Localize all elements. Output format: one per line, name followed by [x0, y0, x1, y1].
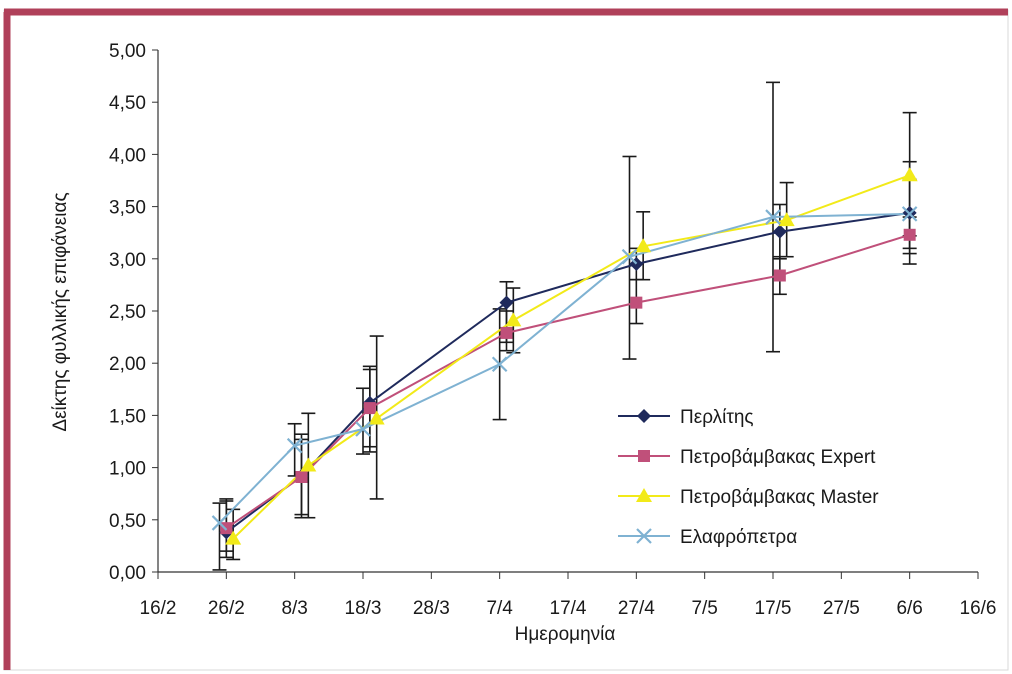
data-point — [630, 296, 643, 309]
series-line — [232, 174, 911, 540]
frame-border — [3, 8, 1009, 671]
data-point — [903, 228, 916, 241]
data-point — [286, 437, 303, 454]
data-point-stroke — [901, 206, 918, 222]
y-tick-label: 0,00 — [109, 563, 146, 584]
data-point — [220, 522, 233, 535]
legend-item: Περλίτης — [618, 407, 754, 428]
series-line — [225, 211, 910, 534]
data-point — [368, 410, 385, 425]
x-axis-ticks: 16/2 26/2 8/3 18/3 28/3 7/4 17/4 27/4 7/5 17/5 27/… — [140, 572, 997, 619]
data-point-stroke — [491, 356, 508, 373]
data-point-stroke — [765, 209, 781, 225]
y-tick-label: 2,00 — [109, 354, 146, 375]
data-point — [901, 167, 918, 182]
y-tick-label: 3,50 — [109, 198, 146, 219]
data-point — [363, 402, 376, 415]
legend-label: Πετροβάμβακας Master — [680, 487, 879, 508]
x-tick-label: 17/5 — [755, 598, 792, 619]
y-tick-label: 1,00 — [109, 459, 146, 480]
series-markers — [211, 167, 918, 545]
x-tick-label: 18/3 — [345, 598, 382, 619]
y-tick-label: 2,50 — [109, 302, 146, 323]
error-bars — [212, 81, 917, 571]
legend-item: Πετροβάμβακας Expert — [618, 447, 876, 468]
data-point — [505, 312, 522, 327]
data-point-stroke — [286, 437, 303, 454]
data-point-stroke — [621, 248, 638, 265]
legend-item: Ελαφρόπετρα — [618, 527, 797, 548]
legend-item: Πετροβάμβακας Master — [618, 487, 879, 508]
data-point — [355, 421, 371, 437]
data-point — [765, 209, 781, 225]
x-tick-label: 8/3 — [281, 598, 307, 619]
data-point — [637, 409, 651, 423]
y-tick-label: 5,00 — [109, 41, 146, 62]
data-point — [773, 269, 786, 282]
x-tick-label: 7/5 — [691, 598, 717, 619]
x-tick-label: 17/4 — [550, 598, 587, 619]
x-tick-label: 26/2 — [208, 598, 245, 619]
data-point — [901, 206, 918, 222]
x-tick-label: 28/3 — [413, 598, 450, 619]
series-line — [218, 212, 910, 524]
series-lines — [218, 174, 911, 540]
y-tick-label: 4,00 — [109, 145, 146, 166]
y-axis-label: Δείκτης φυλλικής επιφάνειας — [50, 192, 71, 431]
x-tick-label: 7/4 — [486, 598, 513, 619]
y-tick-label: 4,50 — [109, 93, 146, 114]
legend-label: Πετροβάμβακας Expert — [680, 447, 876, 468]
data-point-stroke — [355, 421, 371, 437]
data-point-stroke — [211, 515, 228, 531]
data-point — [300, 457, 317, 472]
x-tick-label: 27/4 — [618, 598, 655, 619]
data-point — [636, 488, 652, 502]
y-tick-label: 0,50 — [109, 511, 146, 532]
data-point — [491, 356, 508, 373]
data-point — [211, 515, 228, 531]
data-point — [772, 224, 787, 239]
data-point — [225, 530, 242, 545]
x-tick-label: 27/5 — [823, 598, 860, 619]
data-point — [635, 238, 652, 253]
data-point — [778, 212, 795, 227]
data-point-stroke — [636, 528, 652, 544]
y-axis-ticks: 0,00 0,50 1,00 1,50 2,00 2,50 3,00 3,50 4,00 4,50… — [109, 41, 158, 584]
legend: Περλίτης Πετροβάμβακας Expert Πετροβάμβακα… — [618, 407, 879, 548]
series-line — [225, 233, 910, 530]
data-point — [499, 295, 514, 310]
data-point — [638, 450, 650, 462]
legend-label: Περλίτης — [680, 407, 754, 428]
legend-label: Ελαφρόπετρα — [680, 527, 797, 548]
data-point — [636, 528, 652, 544]
data-point — [621, 248, 638, 265]
y-tick-label: 3,00 — [109, 250, 146, 271]
x-tick-label: 6/6 — [896, 598, 922, 619]
data-point — [295, 470, 308, 483]
y-tick-label: 1,50 — [109, 406, 146, 427]
x-tick-label: 16/6 — [960, 598, 997, 619]
data-point — [500, 326, 513, 339]
x-tick-label: 16/2 — [140, 598, 177, 619]
x-axis-label: Ημερομηνία — [515, 624, 616, 645]
